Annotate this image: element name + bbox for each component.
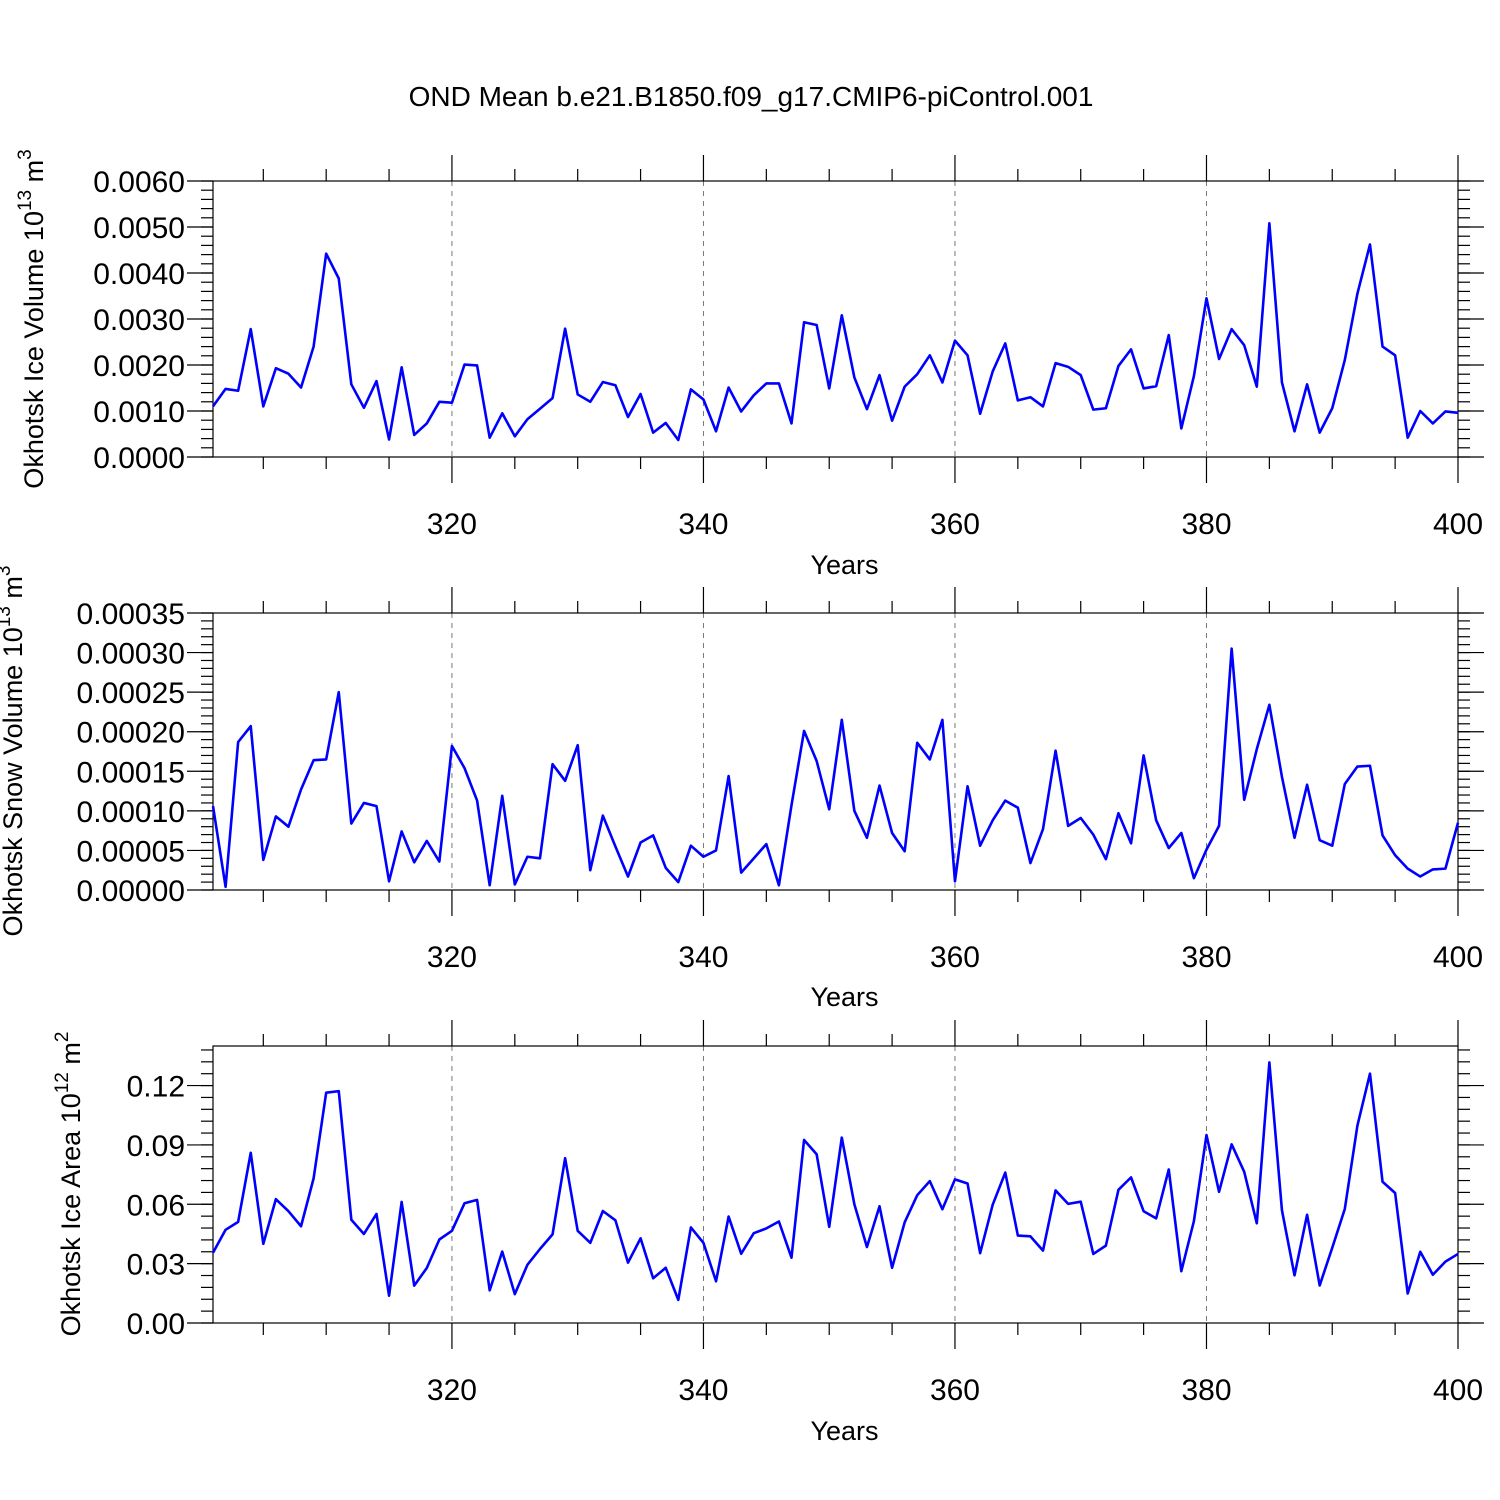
ice-area-xtick-label: 360: [930, 1374, 980, 1407]
ice-volume-ytick-label: 0.0030: [93, 304, 185, 337]
ice-volume-ytick-label: 0.0020: [93, 350, 185, 383]
ice-area-frame: [212, 1045, 1459, 1324]
ice-volume-ytick-label: 0.0000: [93, 442, 185, 475]
ice-volume-xaxis-label: Years: [810, 550, 878, 580]
ice-area-xtick-label: 340: [678, 1374, 728, 1407]
snow-volume-xaxis-label: Years: [810, 982, 878, 1012]
ice-volume-xtick-label: 320: [427, 508, 477, 541]
snow-volume-ytick-label: 0.00035: [77, 598, 185, 631]
ice-area-ytick-label: 0.09: [127, 1130, 185, 1163]
ice-volume-xtick-label: 380: [1181, 508, 1231, 541]
ice-area-ytick-label: 0.00: [127, 1308, 185, 1341]
snow-volume-yaxis-label: Okhotsk Snow Volume 1013 m3: [0, 566, 28, 937]
ice-volume-ytick-label: 0.0050: [93, 212, 185, 245]
snow-volume-ytick-label: 0.00025: [77, 677, 185, 710]
panel-snow-volume: 0.00000 0.00005 0.00010 0.00015 0.00020 0.000…: [0, 566, 1484, 1012]
ice-volume-xtick-label: 400: [1433, 508, 1483, 541]
ice-area-ytick-label: 0.03: [127, 1249, 185, 1282]
ice-area-ytick-label: 0.06: [127, 1189, 185, 1222]
snow-volume-ytick-label: 0.00020: [77, 717, 185, 750]
snow-volume-xtick-label: 360: [930, 941, 980, 974]
ice-area-xtick-label: 400: [1433, 1374, 1483, 1407]
ice-area-series-line: [211, 1061, 1459, 1302]
snow-volume-xtick-label: 380: [1181, 941, 1231, 974]
ice-volume-ytick-label: 0.0040: [93, 258, 185, 291]
ice-area-xtick-label: 380: [1181, 1374, 1231, 1407]
snow-volume-frame: [212, 612, 1459, 891]
ice-volume-xtick-label: 360: [930, 508, 980, 541]
snow-volume-xtick-label: 340: [678, 941, 728, 974]
snow-volume-ytick-label: 0.00030: [77, 638, 185, 671]
snow-volume-ytick-label: 0.00000: [77, 875, 185, 908]
ice-volume-frame: [212, 180, 1459, 458]
ice-volume-xtick-label: 340: [678, 508, 728, 541]
chart-title: OND Mean b.e21.B1850.f09_g17.CMIP6-piCon…: [409, 81, 1094, 112]
ice-area-yaxis-label: Okhotsk Ice Area 1012 m2: [52, 1032, 86, 1337]
ice-area-ytick-label: 0.12: [127, 1071, 185, 1104]
snow-volume-series-line: [211, 647, 1460, 889]
ice-volume-series-line: [211, 222, 1459, 442]
ice-area-xaxis-label: Years: [810, 1416, 878, 1446]
panel-ice-area: 0.00 0.03 0.06 0.09 0.12 320 340 360 380 400 Years…: [52, 1020, 1484, 1446]
snow-volume-xtick-label: 400: [1433, 941, 1483, 974]
panel-ice-volume: 0.0000 0.0010 0.0020 0.0030 0.0040 0.0050 0.00…: [15, 149, 1484, 580]
ice-volume-ytick-label: 0.0060: [93, 166, 185, 199]
snow-volume-xtick-label: 320: [427, 941, 477, 974]
ice-volume-ytick-label: 0.0010: [93, 396, 185, 429]
ice-area-xtick-label: 320: [427, 1374, 477, 1407]
snow-volume-ytick-label: 0.00010: [77, 796, 185, 829]
ice-volume-yaxis-label: Okhotsk Ice Volume 1013 m3: [15, 149, 49, 488]
snow-volume-ytick-label: 0.00005: [77, 835, 185, 868]
snow-volume-ytick-label: 0.00015: [77, 756, 185, 789]
